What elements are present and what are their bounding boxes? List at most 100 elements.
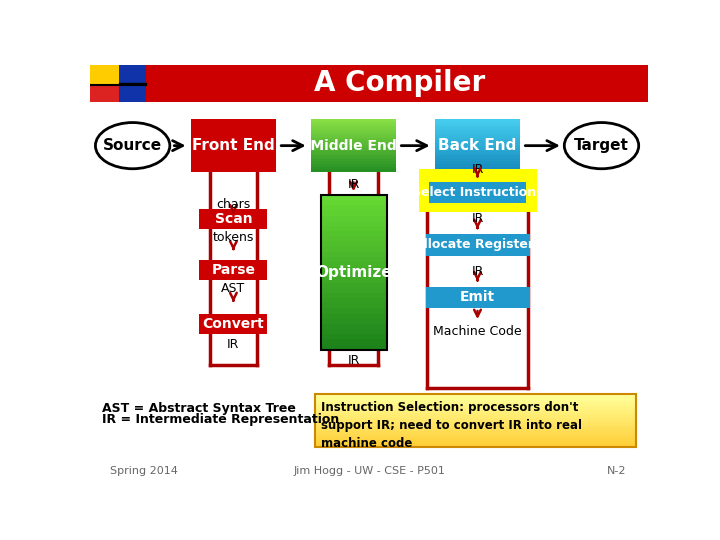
FancyBboxPatch shape [321, 345, 387, 350]
FancyBboxPatch shape [315, 426, 636, 429]
Text: Target: Target [574, 138, 629, 153]
Text: IR: IR [347, 178, 360, 191]
Text: N-2: N-2 [607, 467, 626, 476]
Text: Emit: Emit [460, 291, 495, 305]
FancyBboxPatch shape [321, 314, 387, 319]
Text: Jim Hogg - UW - CSE - P501: Jim Hogg - UW - CSE - P501 [293, 467, 445, 476]
FancyBboxPatch shape [321, 329, 387, 335]
FancyBboxPatch shape [315, 413, 636, 416]
FancyBboxPatch shape [315, 402, 636, 405]
FancyBboxPatch shape [315, 408, 636, 410]
FancyBboxPatch shape [435, 130, 520, 133]
Text: Allocate Registers: Allocate Registers [414, 239, 541, 252]
FancyBboxPatch shape [435, 138, 520, 141]
Text: Parse: Parse [212, 264, 256, 278]
FancyBboxPatch shape [90, 65, 648, 102]
FancyBboxPatch shape [311, 122, 396, 125]
FancyBboxPatch shape [426, 287, 530, 308]
FancyBboxPatch shape [321, 293, 387, 299]
Text: Instruction Selection: processors don't
support IR; need to convert IR into real: Instruction Selection: processors don't … [321, 401, 582, 449]
FancyBboxPatch shape [321, 339, 387, 345]
FancyBboxPatch shape [311, 119, 396, 123]
FancyBboxPatch shape [429, 182, 526, 204]
Text: IR: IR [472, 163, 484, 176]
FancyBboxPatch shape [311, 132, 396, 136]
Text: AST = Abstract Syntax Tree: AST = Abstract Syntax Tree [102, 402, 295, 415]
FancyBboxPatch shape [321, 215, 387, 221]
FancyBboxPatch shape [321, 334, 387, 340]
FancyBboxPatch shape [311, 169, 396, 172]
FancyBboxPatch shape [321, 298, 387, 303]
FancyBboxPatch shape [321, 205, 387, 211]
FancyBboxPatch shape [315, 436, 636, 439]
FancyBboxPatch shape [435, 153, 520, 157]
FancyBboxPatch shape [311, 148, 396, 151]
FancyBboxPatch shape [199, 209, 267, 229]
Text: Optimize: Optimize [315, 265, 392, 280]
FancyBboxPatch shape [321, 303, 387, 309]
FancyBboxPatch shape [321, 308, 387, 314]
FancyBboxPatch shape [435, 159, 520, 162]
FancyBboxPatch shape [321, 288, 387, 293]
Text: Convert: Convert [202, 316, 264, 330]
FancyBboxPatch shape [311, 151, 396, 154]
FancyBboxPatch shape [321, 236, 387, 242]
FancyBboxPatch shape [315, 421, 636, 423]
FancyBboxPatch shape [321, 226, 387, 232]
FancyBboxPatch shape [435, 143, 520, 146]
Text: Back End: Back End [438, 138, 517, 153]
FancyBboxPatch shape [315, 415, 636, 418]
Text: Scan: Scan [215, 212, 252, 226]
FancyBboxPatch shape [311, 159, 396, 162]
FancyBboxPatch shape [315, 400, 636, 403]
FancyBboxPatch shape [315, 434, 636, 437]
FancyBboxPatch shape [418, 168, 537, 212]
FancyBboxPatch shape [311, 125, 396, 127]
Text: Spring 2014: Spring 2014 [110, 467, 178, 476]
FancyBboxPatch shape [311, 156, 396, 159]
FancyBboxPatch shape [435, 135, 520, 138]
FancyBboxPatch shape [435, 140, 520, 144]
FancyBboxPatch shape [321, 195, 387, 200]
FancyBboxPatch shape [321, 247, 387, 252]
FancyBboxPatch shape [321, 262, 387, 267]
FancyBboxPatch shape [315, 405, 636, 408]
FancyBboxPatch shape [311, 153, 396, 157]
Text: tokens: tokens [212, 231, 254, 244]
FancyBboxPatch shape [435, 119, 520, 123]
FancyBboxPatch shape [311, 138, 396, 141]
Text: chars: chars [216, 198, 251, 212]
FancyBboxPatch shape [311, 127, 396, 130]
FancyBboxPatch shape [315, 444, 636, 447]
FancyBboxPatch shape [435, 167, 520, 170]
FancyBboxPatch shape [435, 151, 520, 154]
Text: Front End: Front End [192, 138, 275, 153]
FancyBboxPatch shape [435, 125, 520, 127]
FancyBboxPatch shape [435, 169, 520, 172]
FancyBboxPatch shape [311, 167, 396, 170]
FancyBboxPatch shape [435, 146, 520, 148]
Ellipse shape [564, 123, 639, 169]
FancyBboxPatch shape [311, 130, 396, 133]
FancyBboxPatch shape [191, 119, 276, 172]
FancyBboxPatch shape [435, 122, 520, 125]
FancyBboxPatch shape [435, 132, 520, 136]
FancyBboxPatch shape [311, 143, 396, 146]
FancyBboxPatch shape [311, 146, 396, 148]
FancyBboxPatch shape [426, 234, 530, 256]
FancyBboxPatch shape [435, 164, 520, 167]
Text: IR: IR [472, 212, 484, 225]
Text: Source: Source [103, 138, 162, 153]
FancyBboxPatch shape [321, 267, 387, 273]
Ellipse shape [96, 123, 170, 169]
FancyBboxPatch shape [321, 319, 387, 325]
FancyBboxPatch shape [315, 431, 636, 434]
FancyBboxPatch shape [315, 442, 636, 444]
FancyBboxPatch shape [321, 221, 387, 226]
FancyBboxPatch shape [435, 148, 520, 151]
FancyBboxPatch shape [311, 164, 396, 167]
FancyBboxPatch shape [90, 65, 145, 102]
FancyBboxPatch shape [321, 211, 387, 216]
Text: Machine Code: Machine Code [433, 325, 522, 338]
FancyBboxPatch shape [311, 135, 396, 138]
